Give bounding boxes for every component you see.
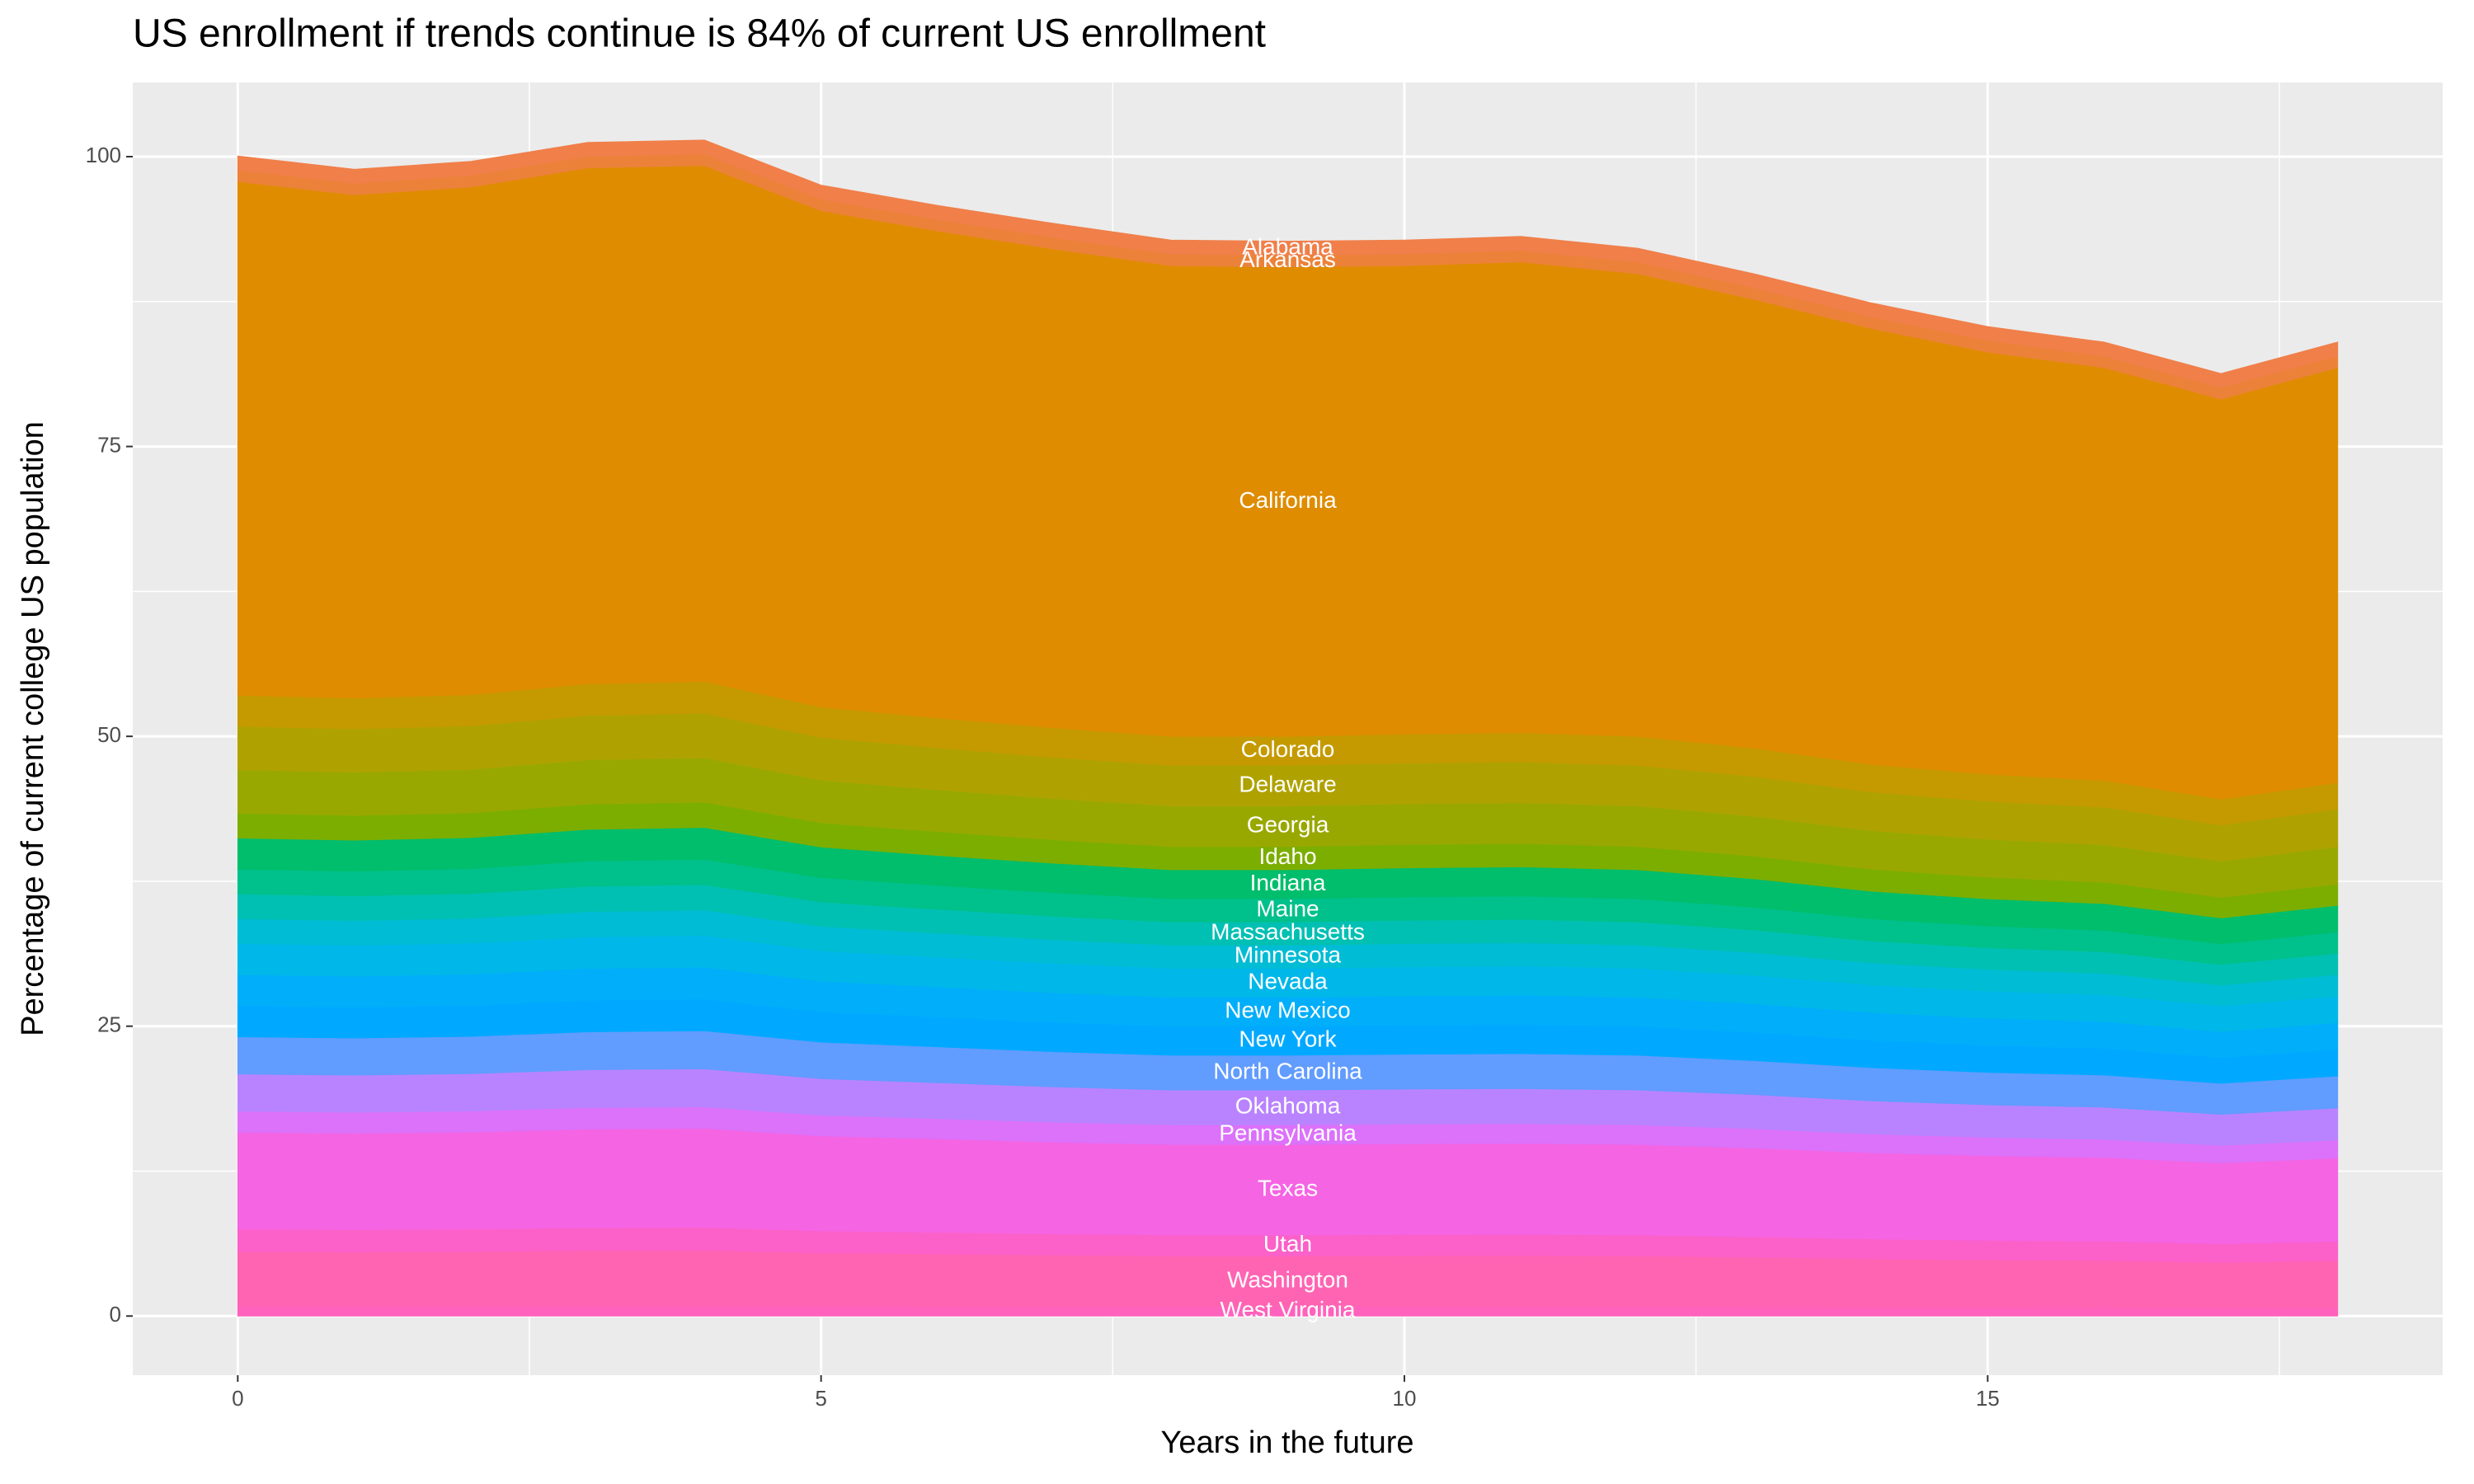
series-label: West Virginia <box>1221 1297 1356 1322</box>
x-tick-label: 15 <box>1976 1386 2000 1411</box>
series-label: Indiana <box>1250 870 1326 895</box>
series-label: Georgia <box>1247 812 1329 838</box>
series-label: Texas <box>1258 1175 1318 1200</box>
y-tick-label: 75 <box>97 432 121 457</box>
y-tick-label: 0 <box>110 1302 121 1327</box>
series-label: Utah <box>1263 1231 1312 1256</box>
y-tick-label: 100 <box>86 143 121 167</box>
x-tick-label: 10 <box>1393 1386 1417 1411</box>
x-tick-label: 0 <box>232 1386 243 1411</box>
series-label: Idaho <box>1258 843 1316 869</box>
series-label: Arkansas <box>1239 247 1336 272</box>
series-label: Minnesota <box>1235 942 1342 968</box>
axes: 0 5 10 15 0 25 50 75 100 <box>86 143 2000 1411</box>
chart-title: US enrollment if trends continue is 84% … <box>133 12 1266 56</box>
series-label: Alabama <box>1242 233 1333 259</box>
series-label: Delaware <box>1239 771 1336 796</box>
series-label: New York <box>1239 1026 1337 1052</box>
series-label: New Mexico <box>1225 998 1350 1023</box>
series-label: Nevada <box>1248 968 1328 993</box>
areas <box>237 139 2339 1317</box>
series-label: Oklahoma <box>1235 1093 1341 1119</box>
area <box>237 139 2339 388</box>
series-label: Pennsylvania <box>1219 1120 1357 1146</box>
series-label: Maine <box>1256 895 1319 921</box>
labels: West Virginia Washington Utah Texas Pennsylv… <box>1211 233 1365 1322</box>
x-axis-title: Years in the future <box>1160 1425 1413 1460</box>
series-label: Colorado <box>1241 736 1335 762</box>
y-axis-title: Percentage of current college US populat… <box>16 421 50 1036</box>
y-tick-label: 50 <box>97 722 121 747</box>
series-label: Massachusetts <box>1211 919 1365 945</box>
x-tick-label: 5 <box>815 1386 826 1411</box>
series-label: North Carolina <box>1213 1058 1362 1083</box>
series-label: California <box>1239 487 1337 513</box>
y-tick-label: 25 <box>97 1012 121 1037</box>
series-label: Washington <box>1227 1266 1348 1292</box>
